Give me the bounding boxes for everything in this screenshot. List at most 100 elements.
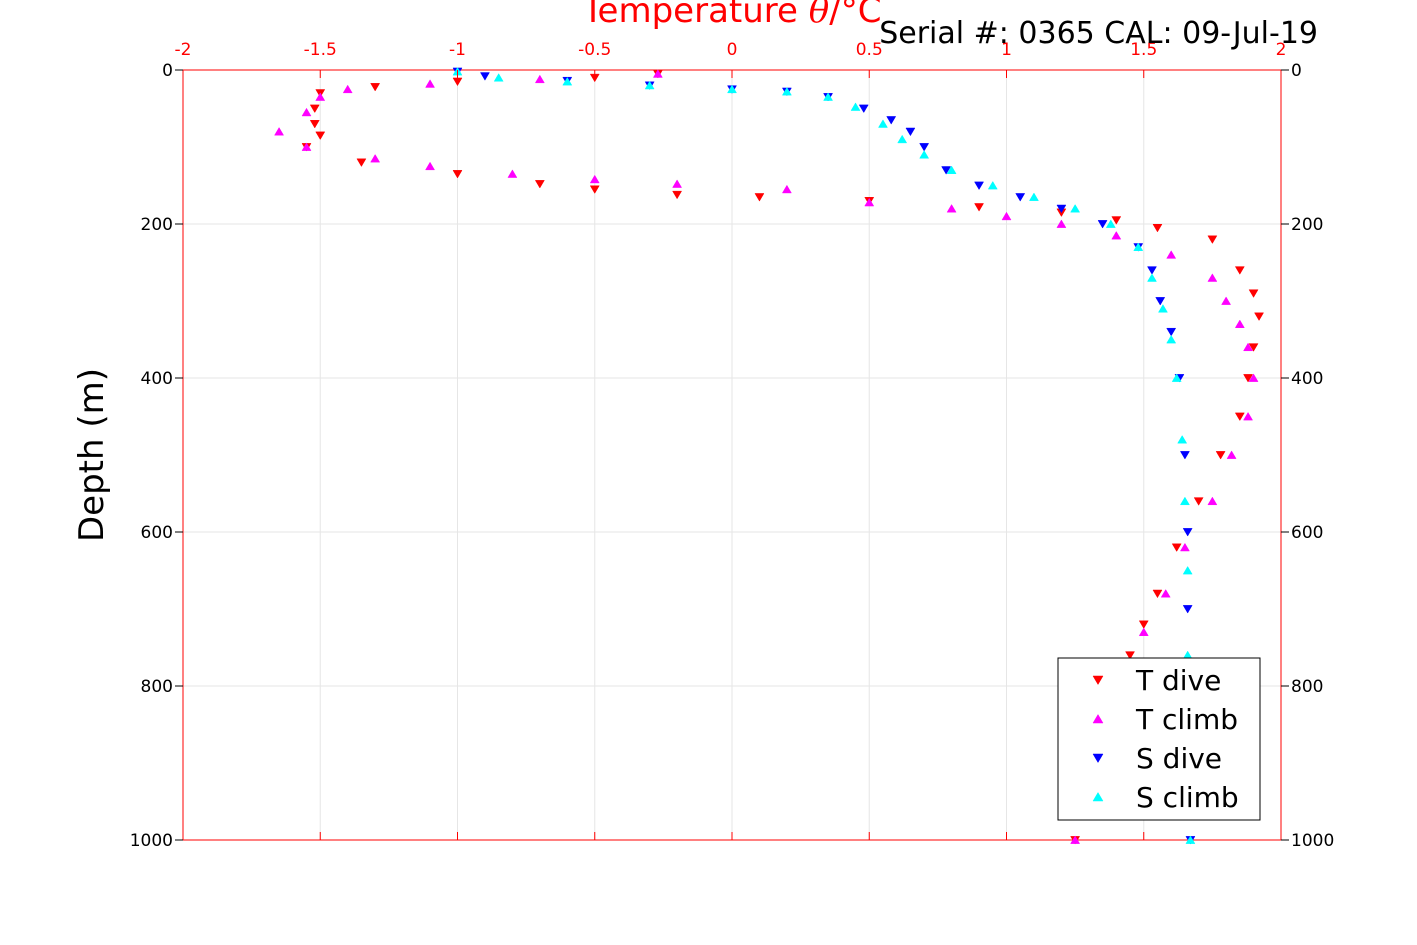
data-point [1147,266,1157,275]
data-point [1166,327,1177,337]
data-point [1248,289,1259,298]
series-s-dive [452,67,1196,845]
data-point [480,72,490,81]
legend-label: T dive [1135,664,1221,697]
data-point [1138,627,1149,636]
data-point [672,190,683,200]
data-point [309,120,320,129]
data-point [1179,542,1190,552]
data-point [1243,342,1253,352]
data-point [864,197,875,207]
legend-box [1057,657,1261,821]
data-point [919,143,930,152]
data-point [1001,211,1012,221]
y-axis-label: Depth (m) [72,368,112,542]
x-tick-label: -0.5 [578,40,611,60]
data-point [652,69,663,78]
y-tick-label-right: 400 [1291,369,1323,389]
data-point [1171,543,1182,552]
legend-marker [1092,792,1104,802]
data-point [974,181,984,191]
data-point [589,185,600,194]
y-tick-label-left: 400 [141,369,173,389]
data-point [1243,411,1253,421]
data-point [1056,204,1067,214]
data-point [1215,451,1226,460]
data-point [1248,343,1259,352]
data-point [858,104,869,114]
data-point [534,180,545,189]
data-point [850,102,861,111]
x-tick-label: 1.5 [1130,40,1157,60]
data-point [1147,273,1157,282]
legend-label: S climb [1136,781,1239,814]
x-tick-label: 0 [727,40,738,60]
data-point [452,170,463,179]
data-point [507,169,518,178]
data-point [274,127,285,136]
chart-title-symbol: θ [809,0,829,31]
chart-title: Temperature θ/°C [582,0,882,31]
serial-calibration-text: Serial #: 0365 CAL: 09-Jul-19 [879,16,1318,51]
data-point [727,84,737,94]
data-point [946,204,957,213]
data-point [1182,565,1193,575]
x-tick-label: -1 [449,40,466,60]
data-point [1138,620,1149,629]
data-point [452,77,463,87]
y-tick-label-right: 200 [1291,215,1323,235]
data-point [1152,589,1163,599]
chart-title-prefix: Temperature [582,0,809,31]
data-point [1221,296,1232,305]
data-point [425,161,435,171]
data-point [1193,497,1204,506]
data-point [1234,412,1245,422]
data-point [370,154,381,163]
data-point [1179,451,1190,460]
data-point [315,131,326,140]
data-point [1166,334,1177,344]
data-point [1152,224,1163,233]
data-point [1182,528,1193,537]
x-tick-label: 0.5 [856,40,883,60]
data-point [1254,312,1264,321]
data-point [562,77,573,86]
y-tick-label-right: 1000 [1291,831,1334,851]
data-point [823,92,834,101]
data-point [309,104,320,114]
data-point [1097,220,1108,229]
chart-legend: T dive T climb S dive S climb [1057,657,1261,821]
data-point [1177,435,1188,444]
legend-marker [1092,714,1104,724]
grid-lines [183,70,1281,840]
data-point [356,158,367,167]
data-point [1179,496,1190,506]
data-point [781,87,792,96]
data-point [1070,835,1081,844]
x-tick-label: 1 [1001,40,1012,60]
data-point [878,119,888,128]
data-point [754,193,765,202]
legend-marker [1092,675,1104,685]
chart-title-suffix: /°C [829,0,881,31]
data-point [1248,373,1259,382]
data-point [1158,304,1168,313]
data-point [493,73,504,82]
y-tick-label-left: 1000 [130,831,173,851]
data-point [1226,450,1237,459]
data-point [941,166,952,175]
data-point [301,142,312,151]
y-tick-label-left: 0 [162,61,173,81]
data-point [781,184,792,194]
data-point [301,107,312,117]
data-point [1166,250,1177,259]
data-point [946,165,957,174]
data-point [1155,297,1166,306]
data-point [1160,589,1171,598]
data-point [1105,219,1116,228]
y-tick-label-right: 600 [1291,523,1323,543]
y-tick-label-left: 200 [141,215,173,235]
legend-marker [1092,753,1104,763]
data-point [1133,242,1144,251]
